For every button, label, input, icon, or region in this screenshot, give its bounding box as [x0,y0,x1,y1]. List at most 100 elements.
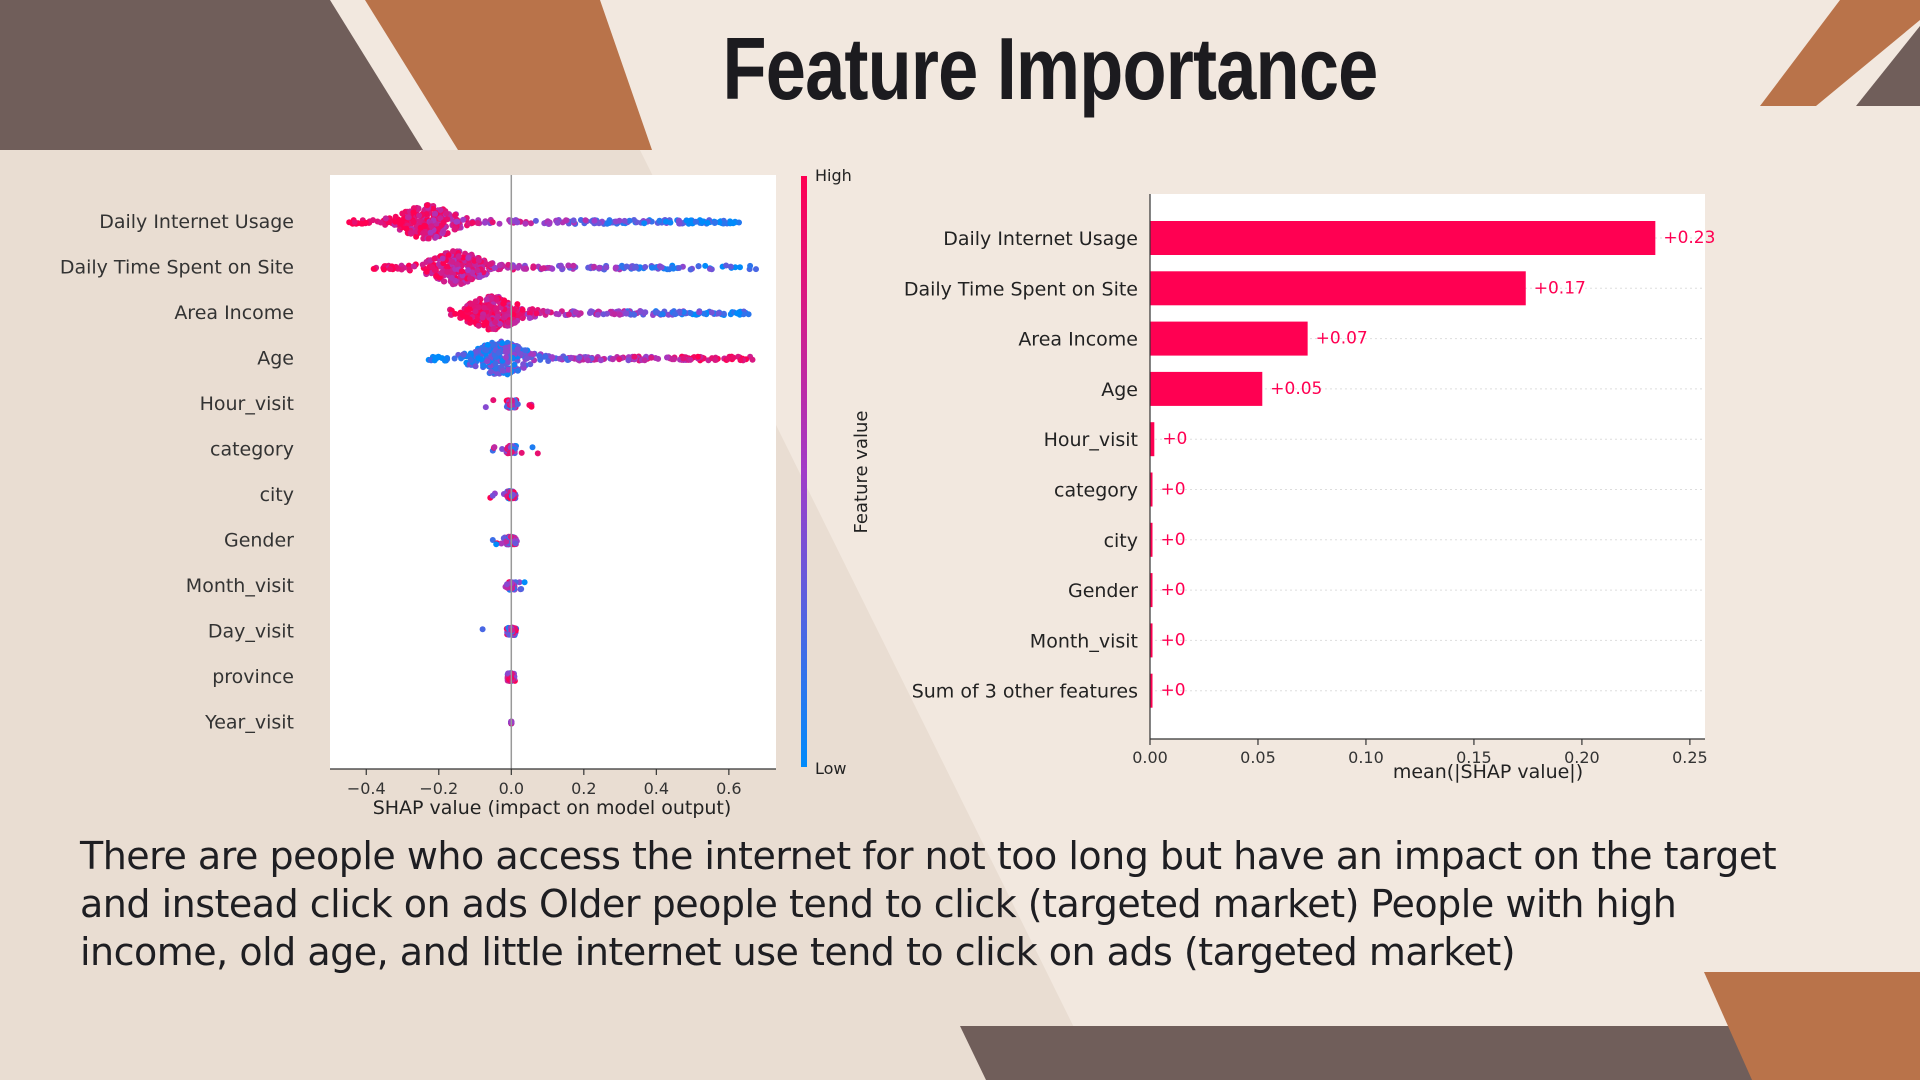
beeswarm-point [576,354,583,361]
colorbar-low-label: Low [815,759,847,778]
beeswarm-point [514,346,521,353]
beeswarm-point [445,252,452,259]
beeswarm-point [701,310,708,317]
bar [1150,673,1153,708]
beeswarm-point [432,210,439,217]
beeswarm-point [623,263,630,270]
beeswarm-point [625,357,632,364]
beeswarm-tick-label: −0.2 [419,779,458,798]
bar-category-label: Gender [1068,580,1138,602]
beeswarm-x-ticks: −0.4 −0.2 0.0 0.2 0.4 0.6 [347,769,742,798]
colorbar [801,176,807,767]
beeswarm-point [591,217,598,224]
beeswarm-point [460,216,467,223]
beeswarm-point [656,217,663,224]
beeswarm-point [440,219,447,226]
beeswarm-feature-label: Day_visit [208,621,294,643]
beeswarm-point [441,357,448,364]
beeswarm-point [529,444,536,451]
beeswarm-point [417,217,424,224]
shap-beeswarm-chart: Daily Internet Usage Daily Time Spent on … [60,166,872,819]
beeswarm-point [415,205,422,212]
beeswarm-point [484,358,491,365]
beeswarm-point [505,319,512,326]
beeswarm-point [609,356,616,363]
colorbar-high-label: High [815,166,852,185]
beeswarm-point [570,262,577,269]
beeswarm-point [631,217,637,223]
beeswarm-point [496,262,503,269]
beeswarm-point [642,264,649,270]
beeswarm-feature-label: Daily Time Spent on Site [60,257,294,279]
beeswarm-point [482,404,489,411]
beeswarm-point [432,354,439,361]
beeswarm-point [475,322,482,329]
beeswarm-point [734,310,741,317]
beeswarm-point [509,585,516,592]
beeswarm-point [370,217,376,224]
bar [1150,321,1308,356]
beeswarm-point [670,265,677,272]
bar [1150,371,1263,406]
beeswarm-point [503,538,510,545]
beeswarm-point [392,213,399,220]
beeswarm-point [730,220,737,227]
beeswarm-point [529,306,536,313]
beeswarm-point [568,354,574,361]
beeswarm-point [437,215,444,222]
beeswarm-point [479,626,486,633]
beeswarm-point [737,264,743,271]
beeswarm-point [472,363,479,370]
beeswarm-point [493,365,500,372]
beeswarm-point [461,351,467,358]
beeswarm-point [488,295,495,302]
beeswarm-point [472,348,479,355]
beeswarm-point [512,540,519,547]
beeswarm-point [370,265,377,272]
beeswarm-point [499,367,506,374]
beeswarm-point [430,205,437,212]
beeswarm-point [565,262,572,269]
beeswarm-point [594,311,601,318]
beeswarm-point [591,263,598,270]
bar-category-label: Daily Time Spent on Site [904,278,1138,300]
beeswarm-point [723,262,730,269]
beeswarm-x-label: SHAP value (impact on model output) [373,797,732,819]
bar [1150,623,1153,658]
beeswarm-point [526,315,533,321]
beeswarm-point [429,264,436,271]
beeswarm-point [621,217,628,224]
beeswarm-point [500,300,507,307]
beeswarm-feature-label: Area Income [174,302,294,324]
beeswarm-point [431,255,438,262]
beeswarm-point [527,361,534,368]
corner-shape-dark [0,0,423,150]
beeswarm-point [671,356,677,363]
beeswarm-point [522,347,529,354]
beeswarm-point [516,350,523,357]
beeswarm-point [475,257,482,264]
beeswarm-feature-label: Daily Internet Usage [99,211,294,233]
beeswarm-point [725,356,731,362]
beeswarm-point [492,360,499,367]
beeswarm-point [487,368,494,375]
beeswarm-point [464,306,471,313]
beeswarm-point [715,310,722,317]
bar-value-label: +0 [1161,630,1186,650]
beeswarm-point [631,353,638,360]
beeswarm-point [433,233,440,240]
beeswarm-point [452,225,459,232]
beeswarm-point [612,264,619,271]
beeswarm-point [467,357,474,363]
beeswarm-point [491,444,498,451]
beeswarm-tick-label: 0.2 [571,779,596,798]
bar [1150,271,1526,306]
beeswarm-point [477,274,483,280]
beeswarm-plot-area [330,175,776,769]
beeswarm-point [475,355,482,362]
beeswarm-point [437,207,444,213]
beeswarm-point [514,264,521,271]
bar-value-label: +0.07 [1316,329,1368,349]
beeswarm-point [702,262,709,269]
beeswarm-point [549,354,556,361]
